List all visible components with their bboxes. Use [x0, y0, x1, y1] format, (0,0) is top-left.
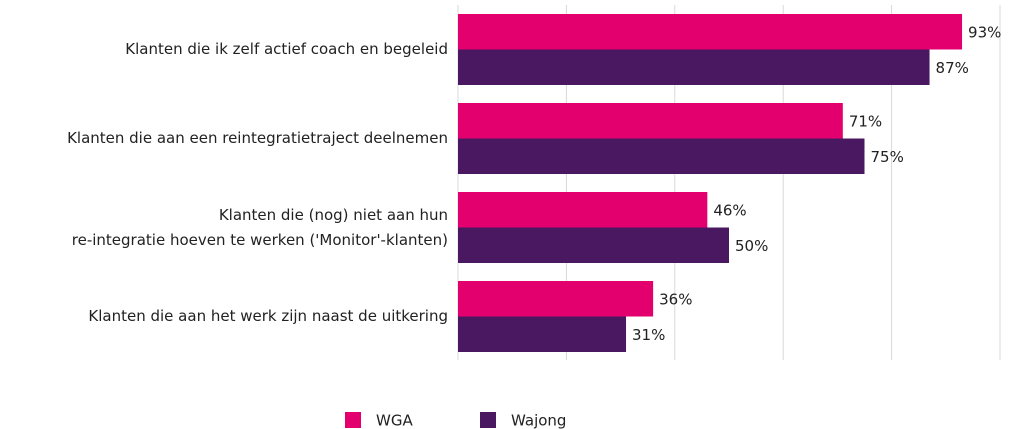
value-label: 93%	[968, 23, 1001, 41]
legend-swatch	[480, 412, 496, 428]
category-label: Klanten die aan het werk zijn naast de u…	[88, 307, 448, 325]
category-label: Klanten die ik zelf actief coach en bege…	[125, 40, 448, 58]
legend-swatch	[345, 412, 361, 428]
value-label: 71%	[849, 112, 882, 130]
value-label: 50%	[735, 237, 768, 255]
bar	[458, 49, 930, 85]
bar	[458, 227, 729, 263]
bar	[458, 103, 843, 139]
bar	[458, 138, 865, 174]
value-label: 46%	[713, 201, 746, 219]
value-label: 36%	[659, 290, 692, 308]
category-label: Klanten die aan een reintegratietraject …	[67, 129, 448, 147]
value-label: 75%	[871, 148, 904, 166]
value-label: 87%	[936, 59, 969, 77]
legend-label: Wajong	[511, 412, 566, 429]
bar	[458, 281, 654, 317]
value-label: 31%	[632, 326, 665, 344]
bar	[458, 14, 963, 50]
category-label: Klanten die (nog) niet aan hun re-integra…	[72, 206, 448, 249]
legend-label: WGA	[376, 412, 413, 429]
bar	[458, 316, 627, 352]
bar	[458, 192, 708, 228]
